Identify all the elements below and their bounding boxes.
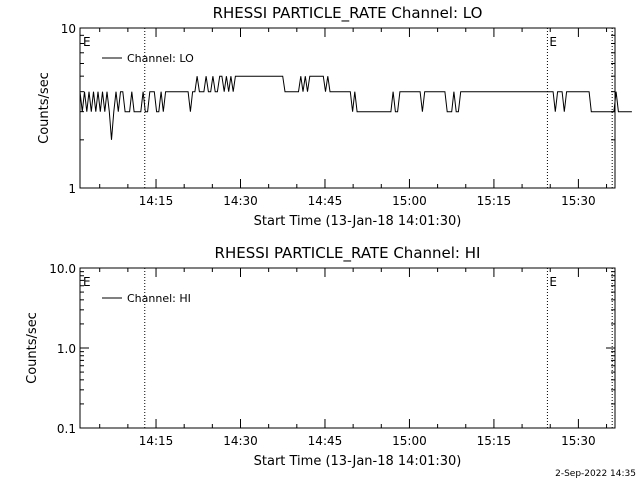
hi-event-marker-label: E — [549, 275, 557, 289]
lo-x-tick-label: 14:15 — [139, 194, 174, 208]
lo-channel-panel: RHESSI PARTICLE_RATE Channel: LO 1 10 14:15… — [37, 4, 632, 229]
hi-x-tick-label: 15:00 — [392, 434, 427, 448]
plot-timestamp: 2-Sep-2022 14:35 — [555, 469, 636, 479]
lo-y-tick-label: 1 — [68, 182, 76, 196]
lo-legend-label: Channel: LO — [127, 52, 194, 65]
hi-x-tick-label: 15:15 — [477, 434, 512, 448]
hi-x-tick-label: 14:15 — [139, 434, 174, 448]
hi-channel-panel: RHESSI PARTICLE_RATE Channel: HI 0.1 1.0 10… — [25, 244, 616, 469]
lo-x-tick-label: 15:00 — [392, 194, 427, 208]
hi-y-axis-label: Counts/sec — [25, 312, 40, 384]
hi-legend-label: Channel: HI — [127, 292, 191, 305]
hi-chart-title: RHESSI PARTICLE_RATE Channel: HI — [215, 244, 481, 263]
lo-x-tick-label: 15:30 — [561, 194, 596, 208]
lo-x-tick-label: 15:15 — [477, 194, 512, 208]
lo-event-marker-label: E — [549, 35, 557, 49]
lo-plot-frame — [79, 27, 616, 189]
lo-y-axis-label: Counts/sec — [37, 72, 52, 144]
lo-y-tick-label: 10 — [61, 22, 76, 36]
hi-y-tick-label: 0.1 — [57, 422, 76, 436]
lo-x-tick-label: 14:30 — [223, 194, 258, 208]
hi-y-tick-label: 10.0 — [49, 262, 76, 276]
lo-series-line — [79, 75, 632, 140]
hi-x-tick-label: 14:45 — [308, 434, 343, 448]
lo-x-tick-label: 14:45 — [308, 194, 343, 208]
lo-event-marker-label: E — [83, 35, 91, 49]
hi-y-tick-label: 1.0 — [57, 342, 76, 356]
hi-x-axis-label: Start Time (13-Jan-18 14:01:30) — [254, 454, 462, 469]
hi-x-tick-label: 15:30 — [561, 434, 596, 448]
hi-event-marker-label: E — [83, 275, 91, 289]
lo-chart-title: RHESSI PARTICLE_RATE Channel: LO — [213, 4, 483, 23]
hi-x-tick-label: 14:30 — [223, 434, 258, 448]
lo-x-axis-label: Start Time (13-Jan-18 14:01:30) — [254, 214, 462, 229]
